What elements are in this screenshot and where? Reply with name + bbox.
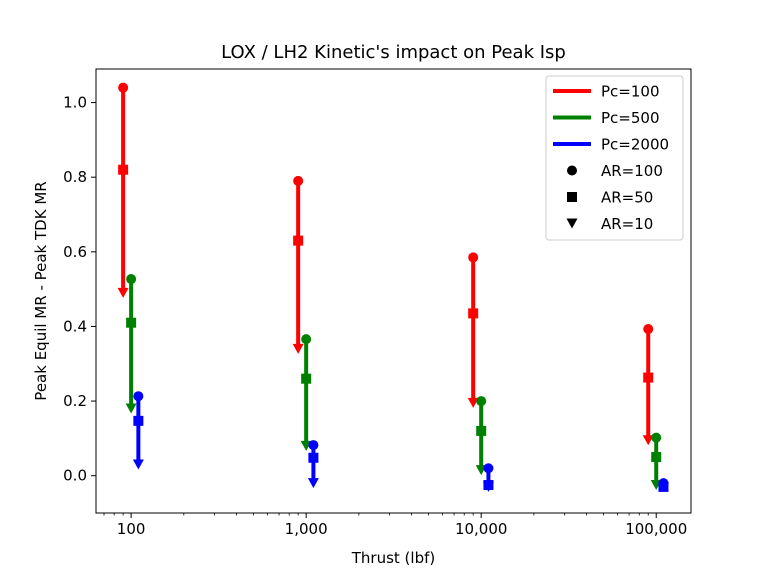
legend-marker <box>567 192 577 202</box>
series-layer <box>117 82 669 492</box>
point-ar50 <box>308 452 319 463</box>
y-tick-label: 0.8 <box>63 168 87 186</box>
y-tick-label: 1.0 <box>63 94 87 112</box>
point-ar100 <box>308 440 319 451</box>
point-ar100 <box>483 463 494 474</box>
x-tick-label: 100 <box>117 520 146 538</box>
point-ar50 <box>301 373 312 384</box>
point-ar100 <box>643 324 654 335</box>
point-ar50 <box>643 372 654 383</box>
chart-title: LOX / LH2 Kinetic's impact on Peak Isp <box>221 42 566 63</box>
y-tick-label: 0.4 <box>63 317 87 335</box>
legend-marker <box>567 165 577 176</box>
point-ar100 <box>301 334 312 345</box>
point-ar100 <box>468 252 479 263</box>
point-ar50 <box>476 425 487 436</box>
y-tick-label: 0.6 <box>63 243 87 261</box>
legend-label: AR=10 <box>601 215 653 233</box>
point-ar50 <box>293 235 304 246</box>
x-tick-label: 1,000 <box>285 520 328 538</box>
point-ar100 <box>133 391 144 402</box>
point-ar10 <box>307 478 319 489</box>
y-tick-label: 0.2 <box>63 392 87 410</box>
legend-label: Pc=100 <box>601 83 660 101</box>
legend-label: AR=100 <box>601 162 663 180</box>
point-ar100 <box>293 175 304 186</box>
point-ar50 <box>126 317 137 328</box>
point-ar100 <box>118 82 129 93</box>
point-ar10 <box>125 403 137 414</box>
point-ar100 <box>476 396 487 407</box>
point-ar50 <box>468 308 479 319</box>
point-ar50 <box>133 415 144 426</box>
y-tick-label: 0.0 <box>63 467 87 485</box>
legend-label: Pc=500 <box>601 109 660 127</box>
legend-marker <box>566 218 578 229</box>
axes-layer: 100 1,000 10,000 100,000 0.0 0.2 0.4 0.6 0.8 1.0 <box>63 94 687 538</box>
y-axis-label: Peak Equil MR - Peak TDK MR <box>32 181 50 400</box>
legend: Pc=100 Pc=500 Pc=2000 AR=100 AR=50 AR=10 <box>545 75 684 241</box>
point-ar10 <box>292 343 304 354</box>
x-tick-label: 100,000 <box>625 520 687 538</box>
x-axis-label: Thrust (lbf) <box>351 549 435 567</box>
x-tick-label: 10,000 <box>455 520 508 538</box>
point-ar50 <box>651 452 662 463</box>
point-ar10 <box>482 481 494 492</box>
point-ar100 <box>126 274 137 285</box>
point-ar10 <box>642 435 654 446</box>
point-ar10 <box>467 397 479 408</box>
legend-label: Pc=2000 <box>601 136 669 154</box>
legend-label: AR=50 <box>601 189 653 207</box>
point-ar10 <box>117 287 129 298</box>
point-ar100 <box>651 432 662 443</box>
point-ar10 <box>132 459 144 470</box>
point-ar50 <box>118 164 129 175</box>
point-ar10 <box>657 481 669 492</box>
